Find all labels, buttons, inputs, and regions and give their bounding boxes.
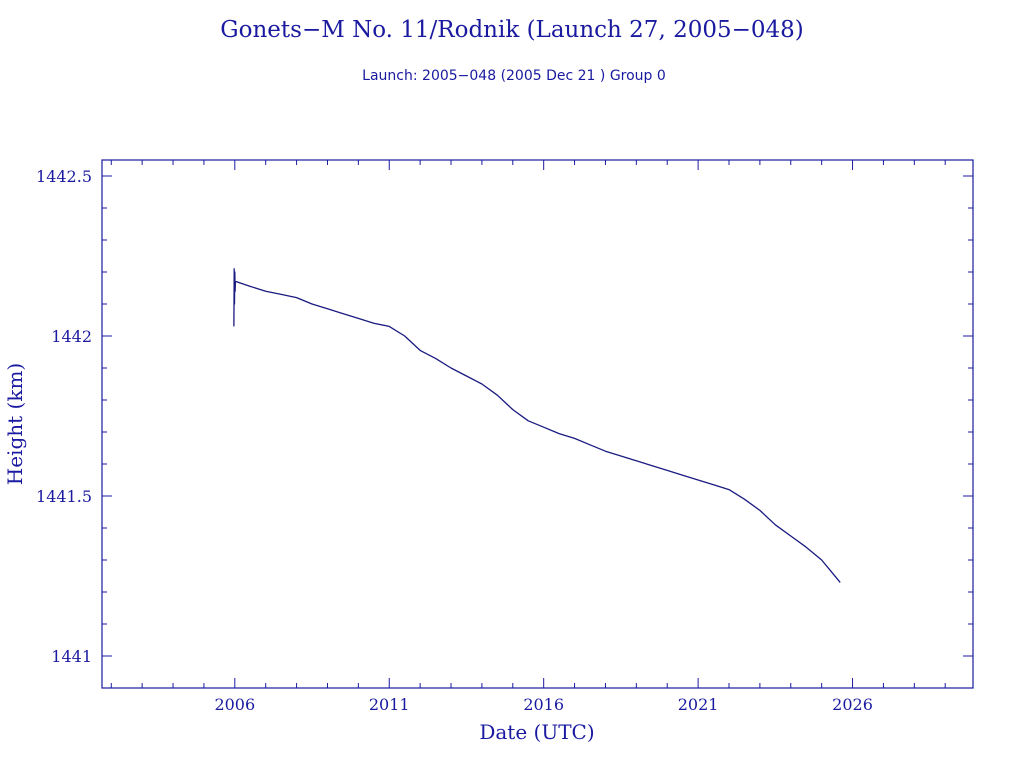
x-tick-label: 2026 [832, 695, 873, 714]
chart-title: Gonets−M No. 11/Rodnik (Launch 27, 2005−… [220, 17, 804, 43]
y-tick-label: 1442 [51, 327, 92, 346]
x-tick-label: 2016 [523, 695, 564, 714]
plot-frame [101, 159, 974, 689]
y-axis-label: Height (km) [3, 363, 27, 485]
height-series-line [233, 268, 841, 583]
axis-ticks [102, 160, 973, 689]
axis-tick-labels: 2006 2011 2016 2021 2026 1441 1441.5 1442 1442.5 [36, 167, 873, 714]
y-tick-label: 1442.5 [36, 167, 92, 186]
x-tick-label: 2021 [678, 695, 719, 714]
x-tick-label: 2006 [214, 695, 255, 714]
y-tick-label: 1441 [51, 647, 92, 666]
x-axis-label: Date (UTC) [479, 720, 594, 744]
x-tick-label: 2011 [369, 695, 410, 714]
chart-subtitle: Launch: 2005−048 (2005 Dec 21 ) Group 0 [362, 68, 666, 84]
y-tick-label: 1441.5 [36, 487, 92, 506]
